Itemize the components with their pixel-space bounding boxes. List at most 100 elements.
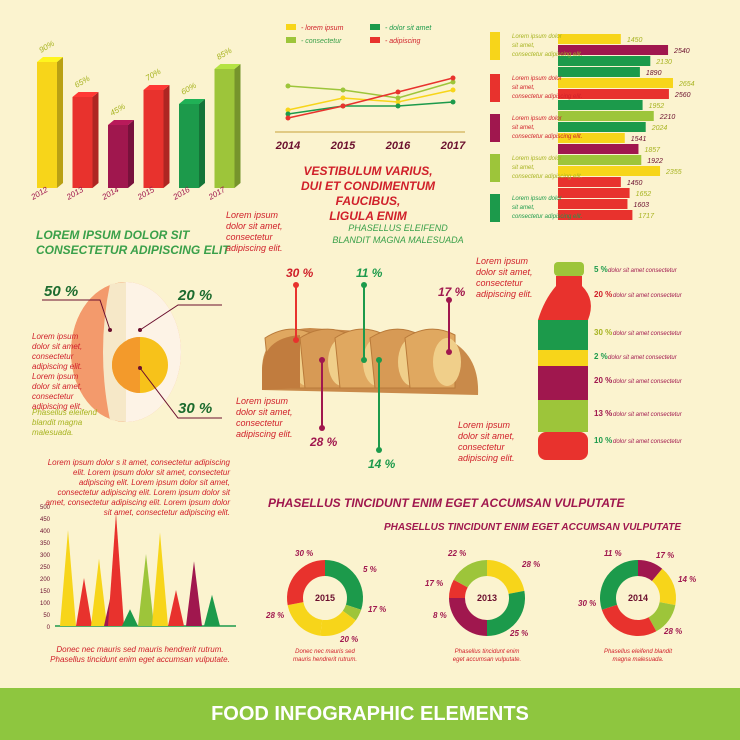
bottle-pct: 2 % xyxy=(594,352,608,361)
spike-ytick: 350 xyxy=(40,541,51,547)
line-point xyxy=(395,95,401,101)
bread-p11: 11 % xyxy=(356,266,383,280)
legend-swatch xyxy=(286,24,296,30)
donut-caption: eget accumsan vulputate. xyxy=(453,657,521,663)
bottle-segment xyxy=(538,366,588,400)
line-series xyxy=(287,77,454,119)
egg-white-edge xyxy=(103,282,126,422)
heading-2: VESTIBULUM VARIUS, DUI ET CONDIMENTUM FA… xyxy=(268,164,468,224)
bottle-pct: 20 % xyxy=(594,290,612,299)
donut-slice xyxy=(601,604,657,636)
spike-ytick: 100 xyxy=(40,601,51,607)
hbar-value: 2024 xyxy=(651,125,668,132)
donut-label: 30 % xyxy=(578,599,596,608)
hbar-group-marker xyxy=(490,74,500,102)
bread-text-d: Lorem ipsum dolor sit amet, consectetur … xyxy=(458,420,515,463)
hbar-group-text: Lorem ipsum dolor xyxy=(512,196,563,202)
bread-p28: 28 % xyxy=(309,435,338,449)
bottle-pct: 13 % xyxy=(594,409,612,418)
bottle-pct: 10 % xyxy=(594,436,612,445)
spike-mark xyxy=(168,590,184,626)
spike-ytick: 0 xyxy=(47,625,51,631)
hbar xyxy=(558,45,669,55)
bar3d-side xyxy=(234,64,241,188)
hbar xyxy=(558,56,651,66)
bottle-cap xyxy=(554,262,584,276)
hbar-group-text: sit amet, xyxy=(512,85,535,91)
bread-group xyxy=(262,328,479,395)
bar3d-side xyxy=(128,120,134,188)
bar3d-side xyxy=(163,85,170,188)
hbar-group-text: Lorem ipsum dolor xyxy=(512,116,563,122)
bottle-pct: 30 % xyxy=(594,328,612,337)
bar3d-pct-label: 65% xyxy=(73,74,91,90)
egg-p30: 30 % xyxy=(178,400,212,417)
bread-pin-dot xyxy=(376,357,382,363)
bottle-text: dolor sit amet consectetur xyxy=(608,355,678,361)
bread-pin-dot xyxy=(446,297,452,303)
spike-mark xyxy=(186,561,202,626)
bar3d-top xyxy=(143,85,170,90)
hbar-group-text: Lorem ipsum dolor xyxy=(512,76,563,82)
legend-swatch xyxy=(370,24,380,30)
bread-text-a: Lorem ipsum dolor sit amet, consectetur … xyxy=(226,210,283,253)
bottle-text: dolor sit amet consectetur xyxy=(613,439,683,445)
donut-year: 2015 xyxy=(315,593,335,603)
heading-2-line3: LIGULA ENIM xyxy=(329,209,407,223)
hbar xyxy=(558,67,640,77)
bottle-segment xyxy=(538,400,588,432)
spike-mark xyxy=(138,554,154,626)
line-point xyxy=(450,75,456,81)
donut-hole xyxy=(466,577,508,619)
donut-label: 22 % xyxy=(447,549,466,558)
donut-caption: mauris hendrerit rutrum. xyxy=(293,657,357,663)
donut-caption: Phasellus eleifend blandit xyxy=(604,649,672,655)
bread-p17: 17 % xyxy=(438,285,466,299)
bread-text-c: Lorem ipsum dolor sit amet, consectetur … xyxy=(236,396,293,439)
bread-pin-dot xyxy=(293,337,299,343)
egg-text: Lorem ipsum dolor sit amet, consectetur … xyxy=(32,332,83,411)
hbar-value: 1857 xyxy=(644,147,661,154)
donut-label: 25 % xyxy=(509,629,528,638)
hbar xyxy=(558,111,654,121)
donut-slice xyxy=(287,602,323,636)
hbar xyxy=(558,133,625,143)
bottle-segment xyxy=(538,350,588,366)
bread-pin-dot xyxy=(376,447,382,453)
egg-leader xyxy=(139,367,222,419)
spike-ytick: 200 xyxy=(40,577,51,583)
line-point xyxy=(285,83,291,89)
spike-ytick: 500 xyxy=(40,505,51,511)
bar3d-front xyxy=(72,97,93,188)
hbar-group-text: sit amet, xyxy=(512,205,535,211)
hbar-group-text: consectetur adipiscing elit. xyxy=(512,214,582,220)
donut-label: 5 % xyxy=(363,565,377,574)
bar3d-side xyxy=(57,57,63,188)
heading-1-line1: LOREM IPSUM DOLOR SIT xyxy=(36,228,190,242)
bar3d-front xyxy=(143,90,164,188)
hbar-group-marker xyxy=(490,32,500,60)
subheading-2-line1: PHASELLUS ELEIFEND xyxy=(348,223,448,233)
heading-2-line2: DUI ET CONDIMENTUM FAUCIBUS, xyxy=(301,179,435,208)
bread-pin-dot xyxy=(293,282,299,288)
hbar-value: 1450 xyxy=(627,37,643,44)
legend-label: - lorem ipsum xyxy=(301,25,344,32)
donut-slice xyxy=(648,602,676,632)
donut-label: 8 % xyxy=(433,611,447,620)
legend-swatch xyxy=(286,37,296,43)
bar3d-pct-label: 70% xyxy=(144,67,162,83)
bar3d-top xyxy=(37,57,63,62)
hbar-value: 2540 xyxy=(673,48,690,55)
egg-leader xyxy=(139,304,222,331)
spike-text: Lorem ipsum dolor s it amet, consectetur… xyxy=(45,458,230,517)
bread-pin-dot xyxy=(361,282,367,288)
bar3d-top xyxy=(108,120,134,125)
donut-label: 28 % xyxy=(521,560,540,569)
line-series xyxy=(287,81,454,99)
line-point xyxy=(450,99,456,105)
spike-caption: Donec nec mauris sed mauris hendrerit ru… xyxy=(40,645,240,665)
spike-mark xyxy=(122,609,138,626)
bar3d-pct-label: 60% xyxy=(180,81,198,97)
heading-3: PHASELLUS TINCIDUNT ENIM EGET ACCUMSAN V… xyxy=(268,496,625,510)
bar3d-pct-label: 90% xyxy=(38,39,56,55)
